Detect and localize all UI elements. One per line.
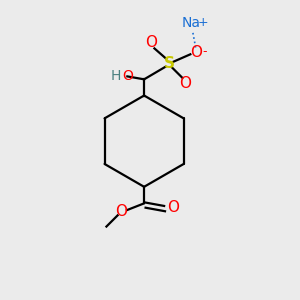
Text: O: O bbox=[146, 35, 158, 50]
Text: O: O bbox=[179, 76, 191, 91]
Text: O: O bbox=[190, 45, 202, 60]
Text: O: O bbox=[122, 69, 134, 83]
Text: +: + bbox=[198, 16, 208, 29]
Text: H: H bbox=[111, 69, 121, 83]
Text: O: O bbox=[167, 200, 179, 215]
Text: O: O bbox=[115, 204, 127, 219]
Text: S: S bbox=[164, 56, 175, 70]
Text: Na: Na bbox=[182, 16, 201, 30]
Text: -: - bbox=[202, 45, 207, 58]
